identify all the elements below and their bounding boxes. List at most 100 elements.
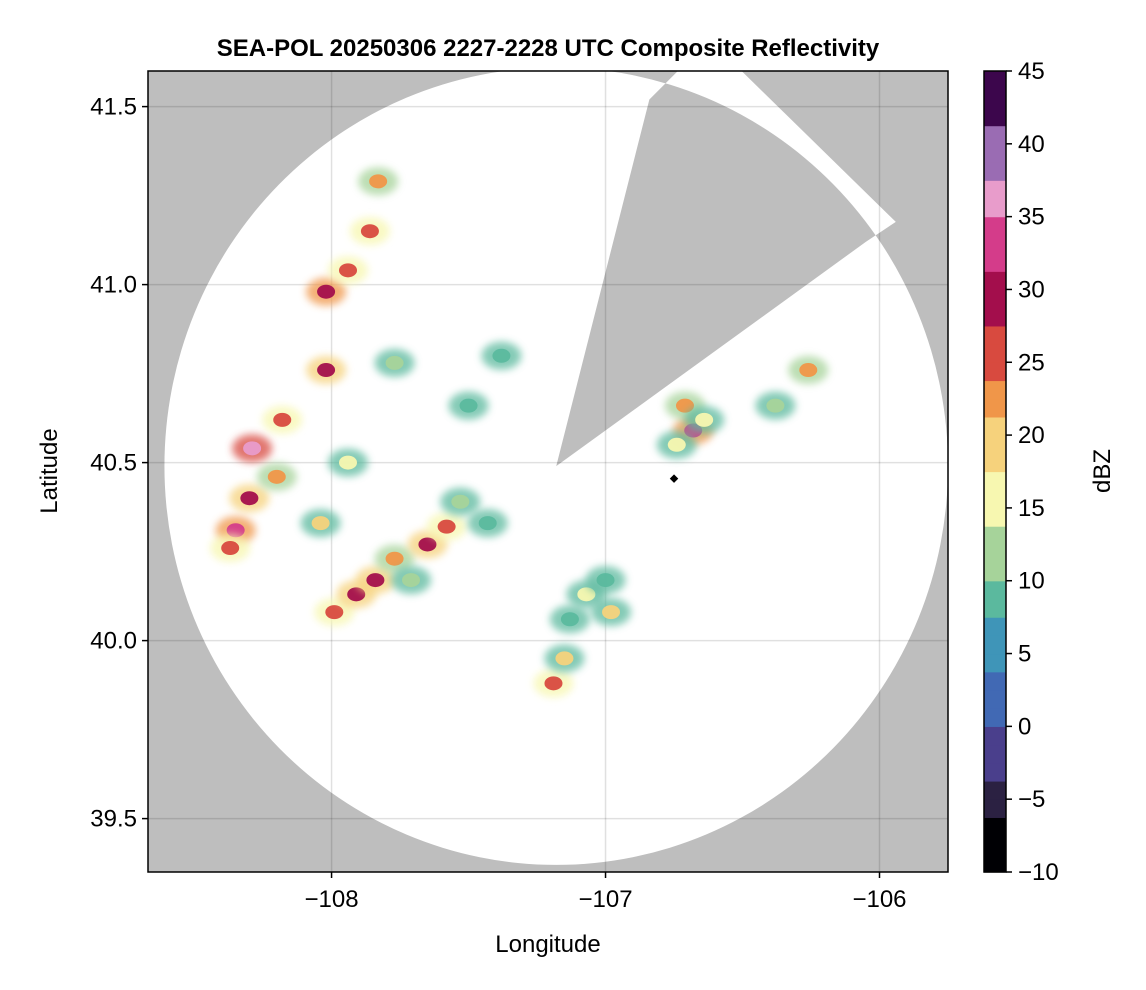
echo-cell (243, 441, 262, 456)
colorbar-segment (984, 362, 1006, 382)
colorbar-tick-label: 35 (1018, 204, 1045, 231)
echo-field (210, 167, 829, 698)
colorbar-tick-label: 5 (1018, 641, 1031, 668)
echo-cell (339, 263, 357, 278)
plot-frame (147, 70, 949, 873)
colorbar-tick-label: −10 (1018, 859, 1059, 886)
gridlines (148, 71, 948, 872)
colorbar-frame (983, 70, 1007, 873)
colorbar-segment (984, 635, 1006, 655)
echo-cell (544, 676, 563, 691)
colorbar-segment (984, 380, 1006, 400)
echo-cell (240, 491, 259, 506)
echo-cell (602, 605, 621, 620)
colorbar-segment (984, 799, 1006, 818)
echo-cell (402, 573, 421, 588)
echo-cell (317, 363, 336, 378)
chart-title: SEA-POL 20250306 2227-2228 UTC Composite… (217, 35, 880, 62)
colorbar-segment (984, 344, 1006, 363)
echo-cell (385, 355, 404, 370)
colorbar-segment (984, 853, 1006, 873)
colorbar-segment (984, 507, 1006, 527)
colorbar-segment (984, 198, 1006, 218)
colorbar-segment (984, 471, 1006, 491)
x-axis-label: Longitude (495, 931, 600, 958)
colorbar-tick-label: 20 (1018, 422, 1045, 449)
echo-cell (459, 398, 478, 413)
y-axis-label: Latitude (36, 428, 63, 513)
echo-cell (492, 348, 511, 363)
echo-cell (267, 469, 286, 484)
colorbar-segment (984, 253, 1006, 272)
colorbar-tick-label: 10 (1018, 568, 1045, 595)
colorbar-tick-label: 40 (1018, 131, 1045, 158)
colorbar-segment (984, 726, 1006, 746)
echo-cell (360, 224, 379, 239)
colorbar-segment (984, 416, 1006, 436)
echo-cell (317, 284, 336, 299)
colorbar-label: dBZ (1089, 449, 1116, 493)
colorbar-segment (984, 89, 1006, 109)
y-tick-label: 40.5 (90, 450, 137, 477)
colorbar-segment (984, 780, 1006, 800)
x-axis: −108 −107 −106 (305, 872, 907, 913)
colorbar-segment (984, 234, 1006, 254)
colorbar-segment (984, 562, 1006, 582)
colorbar-tick-label: 0 (1018, 713, 1031, 740)
y-tick-label: 41.0 (90, 272, 137, 299)
colorbar-segment (984, 435, 1006, 454)
colorbar-segment (984, 708, 1006, 727)
colorbar-segment (984, 671, 1006, 691)
colorbar-segment (984, 180, 1006, 200)
radar-site-marker (669, 474, 679, 483)
echo-cell (555, 651, 574, 666)
colorbar-segment (984, 307, 1006, 327)
colorbar: −10 −5 0 5 10 15 20 25 30 35 40 45 (983, 58, 1059, 886)
echo-cell (667, 437, 686, 452)
colorbar-segment (984, 544, 1006, 564)
echo-cell (347, 587, 366, 602)
echo-cell (369, 174, 388, 189)
x-tick-label: −106 (852, 886, 906, 913)
echo-cell (560, 612, 579, 627)
plot-area (148, 71, 948, 872)
echo-cell (339, 455, 357, 470)
y-tick-label: 41.5 (90, 94, 137, 121)
colorbar-segment (984, 398, 1006, 418)
echo-cell (385, 551, 404, 566)
colorbar-segment (984, 762, 1006, 782)
echo-cell (596, 573, 615, 588)
colorbar-segment (984, 489, 1006, 509)
colorbar-segment (984, 617, 1006, 636)
echo-cell (226, 523, 245, 538)
echo-cell (221, 541, 240, 556)
colorbar-segment (984, 107, 1006, 127)
colorbar-segment (984, 162, 1006, 181)
colorbar-tick-label: 30 (1018, 276, 1045, 303)
colorbar-segment (984, 580, 1006, 600)
colorbar-segment (984, 598, 1006, 618)
colorbar-segment (984, 453, 1006, 473)
echo-cell (675, 398, 694, 413)
echo-cell (577, 587, 596, 602)
colorbar-tick-label: −5 (1018, 786, 1045, 813)
colorbar-segment (984, 271, 1006, 291)
colorbar-segment (984, 744, 1006, 764)
echo-cell (273, 412, 292, 427)
colorbar-segment (984, 125, 1006, 145)
echo-cell (766, 398, 785, 413)
echo-cell (437, 519, 456, 534)
echo-cell (695, 412, 714, 427)
echo-cell (418, 537, 437, 552)
colorbar-segment (984, 216, 1006, 236)
echo-cell (478, 516, 497, 531)
colorbar-tick-label: 45 (1018, 58, 1045, 85)
echo-cell (325, 605, 344, 620)
y-tick-label: 40.0 (90, 628, 137, 655)
colorbar-tick-label: 25 (1018, 349, 1045, 376)
echo-cell (451, 494, 470, 509)
colorbar-segment (984, 526, 1006, 545)
y-axis: 39.5 40.0 40.5 41.0 41.5 (90, 94, 148, 833)
echo-cell (799, 363, 818, 378)
colorbar-segment (984, 325, 1006, 345)
